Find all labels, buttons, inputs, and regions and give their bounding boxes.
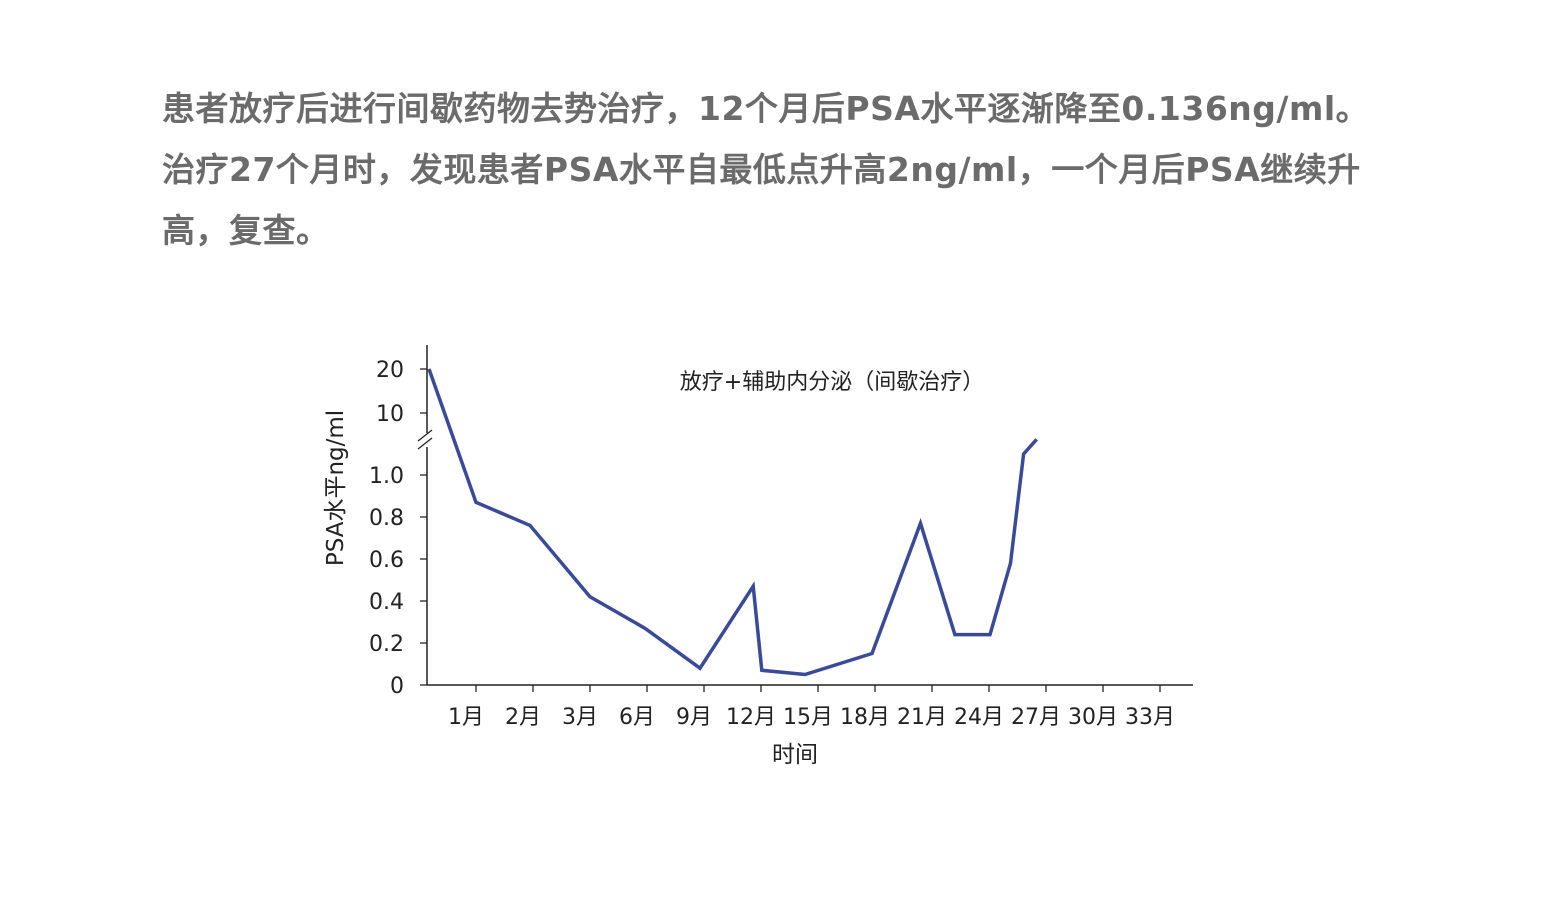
x-tick-label: 33月 <box>1125 705 1175 730</box>
x-tick-label: 6月 <box>619 705 655 730</box>
x-tick-label: 24月 <box>954 705 1004 730</box>
x-tick-label: 18月 <box>840 705 890 730</box>
description-line-1: 患者放疗后进行间歇药物去势治疗，12个月后PSA水平逐渐降至0.136ng/ml… <box>162 89 1370 128</box>
y-tick-label: 10 <box>376 402 404 427</box>
x-tick-label: 27月 <box>1011 705 1061 730</box>
y-tick-label: 20 <box>376 358 404 383</box>
description-text: 患者放疗后进行间歇药物去势治疗，12个月后PSA水平逐渐降至0.136ng/ml… <box>162 78 1462 261</box>
x-tick-label: 1月 <box>448 705 484 730</box>
x-tick-label: 21月 <box>897 705 947 730</box>
x-tick-label: 30月 <box>1068 705 1118 730</box>
chart-tick-labels: 0 0.2 0.4 0.6 0.8 1.0 10 20 1月 2月 3月 6月 9月 12月 15月 18月 2… <box>369 358 1175 730</box>
y-axis-title: PSA水平ng/ml <box>323 410 349 566</box>
x-tick-label: 3月 <box>562 705 598 730</box>
x-axis-title: 时间 <box>772 742 818 768</box>
psa-series-line <box>427 368 1039 677</box>
description-line-3: 高，复查。 <box>162 211 330 250</box>
chart-title: 放疗+辅助内分泌（间歇治疗） <box>680 370 984 395</box>
y-tick-label: 0.6 <box>369 548 404 573</box>
x-tick-label: 2月 <box>505 705 541 730</box>
y-tick-label: 0.4 <box>369 590 404 615</box>
x-tick-label: 15月 <box>783 705 833 730</box>
y-tick-label: 0 <box>390 674 404 699</box>
y-tick-label: 0.2 <box>369 632 404 657</box>
y-tick-label: 0.8 <box>369 506 404 531</box>
y-tick-label: 1.0 <box>369 464 404 489</box>
y-axis-break-mark <box>417 437 433 450</box>
description-line-2: 治疗27个月时，发现患者PSA水平自最低点升高2ng/ml，一个月后PSA继续升 <box>162 150 1361 189</box>
chart-axes <box>417 345 1193 686</box>
y-axis-break-mark <box>417 429 433 442</box>
chart-ticks <box>420 368 1161 692</box>
x-tick-label: 9月 <box>676 705 712 730</box>
x-tick-label: 12月 <box>726 705 776 730</box>
chart-series <box>427 368 1039 677</box>
